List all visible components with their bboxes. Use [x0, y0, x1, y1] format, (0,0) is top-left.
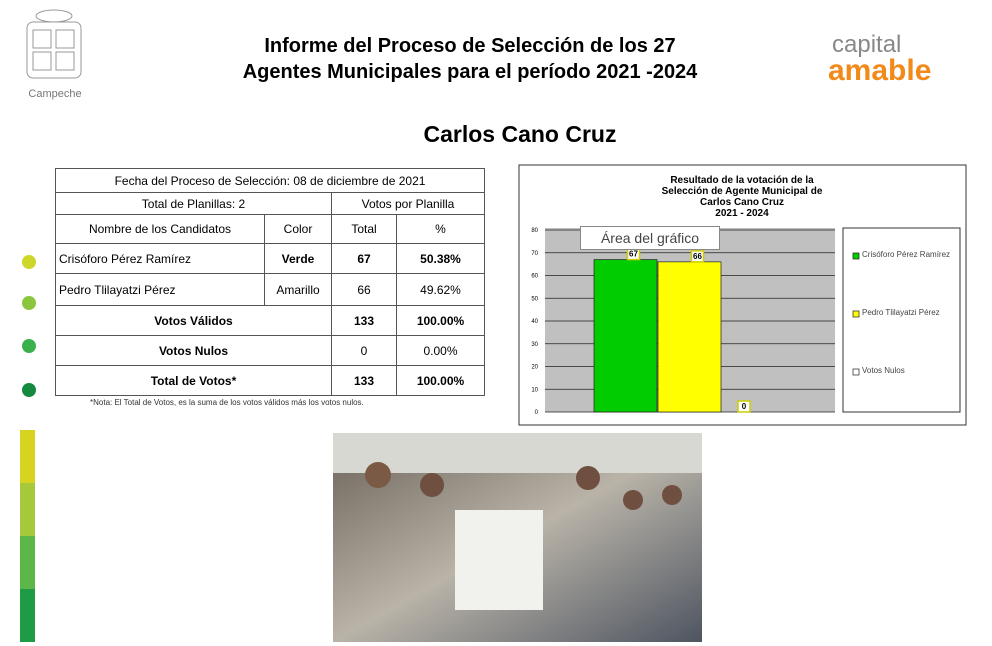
value-label: 0	[742, 402, 747, 411]
chart: Resultado de la votación de laSelección …	[531, 175, 860, 416]
caption: Fecha del Proceso de Selección: 08 de di…	[55, 168, 485, 193]
y-tick-label: 50	[531, 296, 538, 302]
y-tick-label: 60	[531, 274, 538, 280]
value-label-box	[690, 250, 705, 263]
chart-title: Selección de Agente Municipal de	[662, 186, 823, 197]
person-name: Carlos Cano Cruz	[424, 121, 617, 147]
cell: Amarillo	[264, 273, 332, 306]
cell: 49.62%	[396, 273, 485, 306]
chart-title: Resultado de la votación de la	[670, 175, 814, 186]
cell: 66	[331, 273, 397, 306]
bar	[657, 261, 722, 413]
cell: 50.38%	[396, 243, 485, 274]
left-logo	[26, 9, 82, 79]
legend-swatch	[852, 252, 860, 260]
header-cell: Nombre de los Candidatos	[55, 214, 265, 244]
y-tick-label: 80	[531, 228, 538, 234]
tooltip: Área del gráfico	[580, 226, 720, 250]
value-label-box	[737, 400, 751, 413]
cell: 100.00%	[396, 365, 485, 396]
subheader: Total de Planillas: 2	[55, 192, 332, 215]
legend-label: Pedro Tlilayatzi Pérez	[862, 308, 940, 317]
cell: Votos Válidos	[55, 305, 332, 336]
legend-swatch	[852, 368, 860, 376]
cell: Crisóforo Pérez Ramírez	[55, 243, 265, 274]
y-tick-label: 30	[531, 342, 538, 348]
header-cell: Color	[264, 214, 332, 244]
cell: 133	[331, 365, 397, 396]
cell: Votos Nulos	[55, 335, 332, 366]
value-label: 66	[693, 252, 702, 261]
header-cell: Total	[331, 214, 397, 244]
y-tick-label: 0	[535, 410, 539, 416]
cell: Total de Votos*	[55, 365, 332, 396]
legend-label: Votos Nulos	[862, 366, 905, 375]
cell: 0	[331, 335, 397, 366]
header-cell: %	[396, 214, 485, 244]
note: *Nota: El Total de Votos, es la suma de …	[90, 398, 364, 407]
y-tick-label: 70	[531, 251, 538, 257]
cell: 100.00%	[396, 305, 485, 336]
cell: Verde	[264, 243, 332, 274]
decoration	[20, 255, 36, 642]
cell: 133	[331, 305, 397, 336]
chart-title: 2021 - 2024	[715, 208, 769, 219]
legend-box	[842, 227, 961, 413]
legend-swatch	[852, 310, 860, 318]
right-logo: amable	[828, 54, 931, 87]
cell: 0.00%	[396, 335, 485, 366]
cell: 67	[331, 243, 397, 274]
left-logo-text: Campeche	[28, 88, 81, 100]
bar	[593, 259, 658, 413]
photo	[333, 433, 702, 642]
chart-title: Carlos Cano Cruz	[700, 197, 784, 208]
y-tick-label: 10	[531, 387, 538, 393]
cell: Pedro Tlilayatzi Pérez	[55, 273, 265, 306]
legend-label: Crisóforo Pérez Ramírez	[862, 250, 951, 259]
title: Informe del Proceso de Selección de los …	[264, 35, 675, 57]
y-tick-label: 40	[531, 319, 538, 325]
value-label: 67	[629, 250, 638, 259]
results-table: Fecha del Proceso de Selección: 08 de di…	[55, 168, 485, 396]
title: Agentes Municipales para el período 2021…	[243, 61, 698, 83]
right-logo: capital	[832, 31, 901, 58]
subheader: Votos por Planilla	[331, 192, 485, 215]
y-tick-label: 20	[531, 365, 538, 371]
